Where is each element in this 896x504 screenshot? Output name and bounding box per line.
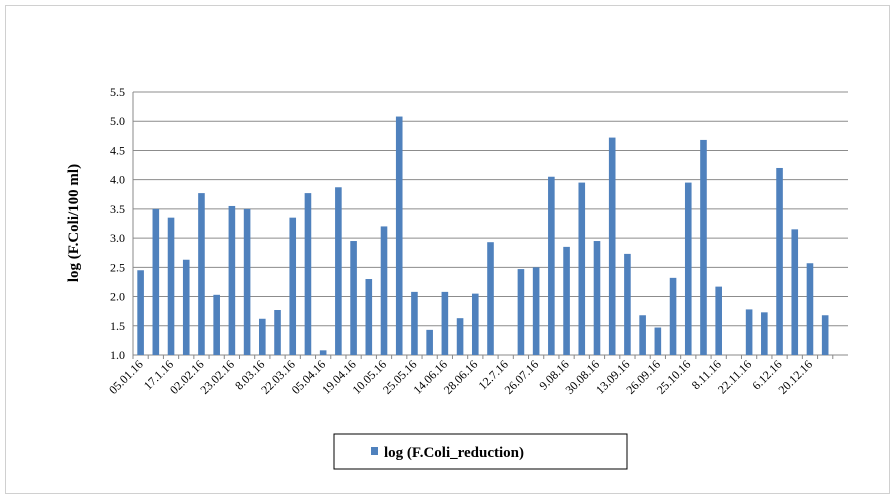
legend-box (333, 433, 628, 470)
y-axis-title: log (F.Coli/100 ml) (66, 164, 82, 282)
y-tick-label: 2.0 (110, 290, 125, 304)
bar (532, 267, 540, 355)
bar (304, 193, 312, 355)
bar (182, 259, 190, 355)
bar (456, 318, 464, 355)
bar (411, 291, 418, 355)
y-tick-label: 5.0 (110, 114, 125, 128)
y-tick-label: 2.5 (110, 260, 125, 274)
bar (289, 217, 297, 355)
bar (715, 286, 722, 355)
bar (152, 208, 160, 355)
chart-frame (5, 5, 890, 494)
legend-label: log (F.Coli_reduction) (384, 445, 524, 461)
bar (335, 187, 342, 355)
bar (259, 318, 266, 355)
bar (365, 279, 373, 355)
bar (319, 350, 327, 355)
y-tick-label: 4.0 (110, 173, 125, 187)
y-tick-label: 3.0 (110, 231, 125, 245)
bar (167, 217, 175, 355)
bar (243, 208, 251, 355)
bar (608, 137, 616, 355)
bar (821, 315, 829, 355)
bar (198, 193, 205, 355)
bar (517, 269, 525, 355)
bar (228, 205, 236, 355)
bar (213, 294, 220, 355)
bar (761, 312, 768, 355)
y-tick-label: 1.5 (110, 319, 125, 333)
bar (441, 291, 449, 355)
bar (578, 182, 586, 355)
bar (624, 253, 631, 355)
y-tick-label: 4.5 (110, 143, 125, 157)
bar (563, 246, 570, 355)
bar (548, 176, 555, 355)
bar (669, 277, 677, 355)
bar (274, 309, 281, 355)
bar (639, 315, 646, 355)
y-tick-label: 3.5 (110, 202, 125, 216)
bar (137, 270, 144, 355)
bar (791, 229, 799, 355)
bar (487, 242, 494, 355)
bar (426, 329, 433, 355)
y-tick-label: 5.5 (110, 85, 125, 99)
bar (380, 226, 388, 355)
bar (593, 241, 601, 355)
bar (654, 327, 662, 355)
bar (776, 167, 783, 355)
legend-swatch (371, 447, 378, 455)
bar (395, 116, 403, 356)
bar (471, 293, 479, 355)
bar (806, 263, 814, 355)
bar (684, 182, 692, 355)
y-tick-label: 1.0 (110, 348, 125, 362)
bar (745, 309, 753, 355)
bar (700, 139, 707, 355)
bar (350, 241, 357, 355)
